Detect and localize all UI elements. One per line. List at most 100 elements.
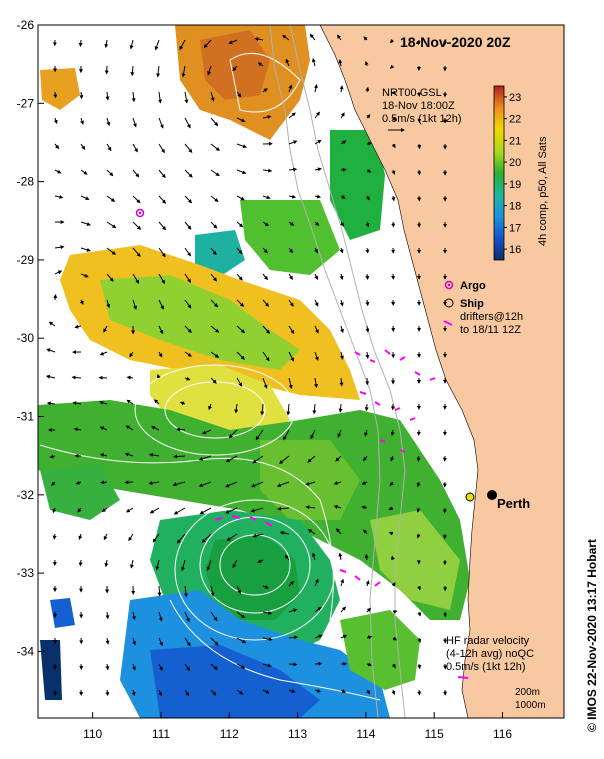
velocity-arrow xyxy=(184,117,191,129)
velocity-arrow xyxy=(314,325,319,334)
velocity-arrow xyxy=(46,401,56,406)
velocity-arrow xyxy=(279,455,290,464)
velocity-arrow xyxy=(363,455,368,462)
velocity-arrow xyxy=(184,376,191,381)
velocity-arrow xyxy=(172,481,186,487)
colorbar-tick-label: 18 xyxy=(509,201,521,213)
velocity-arrow xyxy=(148,452,160,457)
y-axis-labels: -26 -27 -28 -29 -30 -31 -32 -33 -34 xyxy=(17,18,35,658)
velocity-arrow xyxy=(72,401,82,406)
velocity-arrow xyxy=(262,299,270,307)
velocity-arrow xyxy=(262,377,268,389)
velocity-arrow xyxy=(391,195,396,202)
velocity-arrow xyxy=(312,403,317,415)
velocity-arrow xyxy=(210,611,218,622)
velocity-arrow xyxy=(54,194,64,199)
hf-radar-line1: HF radar velocity xyxy=(446,635,530,647)
plot-border xyxy=(37,24,565,719)
product-line2: 18-Nov 18:00Z xyxy=(382,100,455,112)
velocity-arrow xyxy=(54,143,60,150)
velocity-arrow xyxy=(179,39,186,51)
sst-patch xyxy=(40,465,120,520)
velocity-arrow xyxy=(262,195,271,200)
velocity-arrow xyxy=(252,533,264,538)
velocity-arrow xyxy=(282,34,290,41)
velocity-arrow xyxy=(210,221,218,229)
velocity-arrow xyxy=(305,481,316,486)
x-tick-label: 116 xyxy=(493,727,512,741)
velocity-arrow xyxy=(339,299,344,307)
velocity-arrow xyxy=(338,552,343,561)
velocity-arrow xyxy=(176,427,186,432)
velocity-arrow xyxy=(366,607,372,613)
velocity-arrow xyxy=(132,143,138,153)
velocity-arrow xyxy=(339,351,344,360)
velocity-arrow xyxy=(158,637,163,647)
velocity-arrow xyxy=(277,506,290,511)
velocity-arrow xyxy=(124,480,134,485)
sst-patch xyxy=(260,440,360,520)
velocity-arrow xyxy=(184,221,192,230)
velocity-arrow xyxy=(333,505,342,509)
velocity-arrow xyxy=(314,377,318,389)
velocity-arrow xyxy=(236,91,242,98)
velocity-arrow xyxy=(363,529,368,535)
velocity-arrow xyxy=(106,221,117,229)
velocity-arrow xyxy=(125,507,134,513)
velocity-arrow xyxy=(417,169,422,176)
velocity-arrow xyxy=(210,91,215,102)
velocity-arrow xyxy=(340,167,347,172)
velocity-arrow xyxy=(184,169,193,178)
velocity-arrow xyxy=(288,140,298,145)
velocity-arrow xyxy=(365,299,370,307)
velocity-arrow xyxy=(132,299,137,310)
velocity-arrow xyxy=(207,65,212,76)
colorbar-tick-label: 21 xyxy=(509,135,521,147)
velocity-arrow xyxy=(262,273,269,281)
velocity-arrow xyxy=(391,582,396,587)
colorbar-tick-label: 19 xyxy=(509,179,521,191)
perth-label: Perth xyxy=(497,496,530,511)
sst-contours xyxy=(39,52,381,701)
bathymetry-contours xyxy=(269,25,406,718)
velocity-arrow xyxy=(255,429,264,441)
velocity-arrow xyxy=(391,663,396,669)
velocity-arrow xyxy=(288,325,295,335)
sst-layer xyxy=(38,25,470,718)
velocity-arrow xyxy=(158,195,167,204)
velocity-arrow xyxy=(106,273,114,282)
velocity-arrow xyxy=(314,194,322,199)
velocity-arrow xyxy=(149,507,160,514)
velocity-arrow xyxy=(130,65,135,77)
velocity-arrow xyxy=(104,559,109,568)
velocity-arrow xyxy=(210,117,219,127)
velocity-arrow xyxy=(416,455,421,462)
velocity-arrow xyxy=(51,481,56,486)
velocity-arrow xyxy=(314,167,322,172)
credit-text: © IMOS 22-Nov-2020 13:17 Hobart xyxy=(585,539,599,732)
velocity-arrow xyxy=(210,689,217,696)
velocity-arrow xyxy=(234,403,239,414)
velocity-arrow xyxy=(173,454,186,459)
velocity-arrow xyxy=(203,39,212,49)
sst-patch xyxy=(195,230,245,280)
y-tick-label: -27 xyxy=(17,96,35,110)
colorbar: 16 17 18 19 20 21 22 23 4h comp, p50, All Sats xyxy=(493,85,549,261)
velocity-arrow xyxy=(131,611,136,621)
velocity-arrow xyxy=(126,399,134,405)
depth-legend-200m: 200m xyxy=(515,687,540,698)
velocity-arrow xyxy=(262,637,273,642)
velocity-arrow xyxy=(104,39,109,49)
velocity-arrow xyxy=(391,90,397,95)
velocity-arrow xyxy=(417,585,422,591)
velocity-arrow xyxy=(250,481,264,488)
velocity-arrow xyxy=(225,455,238,463)
velocity-arrow xyxy=(54,245,65,250)
velocity-arrow xyxy=(365,325,370,333)
x-tick-label: 112 xyxy=(220,727,239,741)
y-tick-label: -31 xyxy=(17,410,35,424)
drifter-legend-icon xyxy=(443,320,453,326)
velocity-arrow xyxy=(157,585,162,597)
velocity-arrow xyxy=(260,403,265,416)
velocity-arrow xyxy=(262,689,270,694)
